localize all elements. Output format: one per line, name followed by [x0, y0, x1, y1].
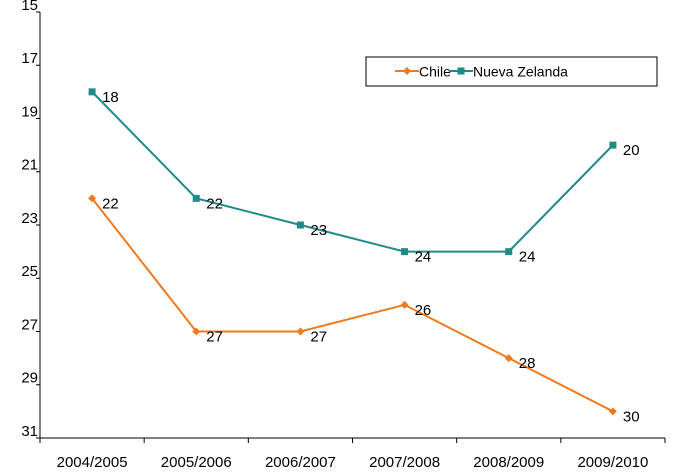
point	[457, 67, 465, 75]
x-tick-label: 2004/2005	[57, 454, 128, 471]
y-tick-label: 17	[21, 50, 38, 67]
point	[296, 327, 305, 336]
y-tick-label: 29	[21, 370, 38, 387]
y-tick-label: 31	[21, 423, 38, 440]
data-label: 22	[102, 195, 119, 212]
y-tick-label: 21	[21, 157, 38, 174]
point	[608, 407, 617, 416]
point	[88, 88, 96, 96]
x-tick-label: 2005/2006	[161, 454, 232, 471]
data-label: 24	[415, 249, 432, 266]
point	[192, 327, 201, 336]
data-label: 27	[310, 328, 327, 345]
data-label: 18	[102, 89, 119, 106]
point	[192, 194, 200, 202]
x-tick-label: 2007/2008	[369, 454, 440, 471]
data-label: 30	[623, 408, 640, 425]
point	[505, 248, 513, 256]
y-tick-label: 27	[21, 316, 38, 333]
point	[609, 141, 617, 149]
series-line	[91, 197, 614, 413]
x-tick-label: 2008/2009	[473, 454, 544, 471]
x-tick-label: 2006/2007	[265, 454, 336, 471]
point	[401, 248, 409, 256]
y-tick-label: 19	[21, 103, 38, 120]
data-label: 26	[415, 302, 432, 319]
series-line	[91, 91, 614, 253]
y-tick-label: 23	[21, 210, 38, 227]
data-label: 27	[206, 328, 223, 345]
point	[400, 300, 409, 309]
data-label: 20	[623, 142, 640, 159]
data-label: 24	[519, 249, 536, 266]
y-tick-label: 25	[21, 263, 38, 280]
data-label: 28	[519, 355, 536, 372]
point	[403, 67, 411, 75]
x-tick-label: 2009/2010	[577, 454, 648, 471]
point	[504, 354, 513, 363]
data-label: 22	[206, 195, 223, 212]
data-label: 23	[310, 222, 327, 239]
y-tick-label: 15	[21, 0, 38, 14]
legend-label: Nueva Zelanda	[473, 64, 568, 80]
legend-label: Chile	[419, 64, 451, 80]
point	[88, 194, 97, 203]
point	[296, 221, 304, 229]
